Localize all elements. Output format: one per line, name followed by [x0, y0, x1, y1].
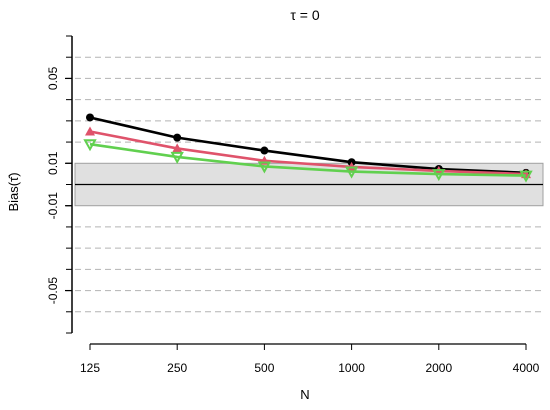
data-point [170, 151, 184, 164]
x-tick-label: 2000 [425, 361, 452, 375]
data-point [260, 146, 269, 155]
x-tick-label: 250 [167, 361, 187, 375]
data-point [346, 161, 357, 171]
series-layer [83, 113, 533, 183]
y-axis-label: Bias(τ̂) [6, 172, 21, 211]
data-point [519, 170, 533, 183]
data-point [257, 161, 272, 174]
x-tick-label: 4000 [513, 361, 540, 375]
x-tick-label: 125 [80, 361, 100, 375]
series-line [89, 130, 527, 176]
data-point [86, 113, 94, 122]
x-tick-label: 500 [254, 361, 274, 375]
chart-title: τ = 0 [290, 7, 319, 23]
data-point [344, 166, 359, 179]
grid-layer [75, 56, 543, 313]
data-point [172, 143, 183, 153]
data-point [85, 126, 95, 136]
axis-layer: -0.05 -0.01 0.01 0.05 125 250 500 1000 2000 4000 [46, 35, 540, 375]
x-axis-label: N [300, 387, 309, 402]
series-line [89, 142, 527, 177]
series-line [89, 116, 527, 175]
y-tick-label: -0.05 [46, 277, 60, 305]
x-tick-label: 1000 [338, 361, 365, 375]
y-tick-label: 0.01 [46, 151, 60, 175]
data-point [173, 133, 182, 142]
data-point [83, 139, 97, 152]
data-point [432, 169, 446, 182]
y-tick-label: 0.05 [46, 66, 60, 90]
y-tick-label: -0.01 [46, 192, 60, 220]
series-2 [83, 139, 533, 183]
